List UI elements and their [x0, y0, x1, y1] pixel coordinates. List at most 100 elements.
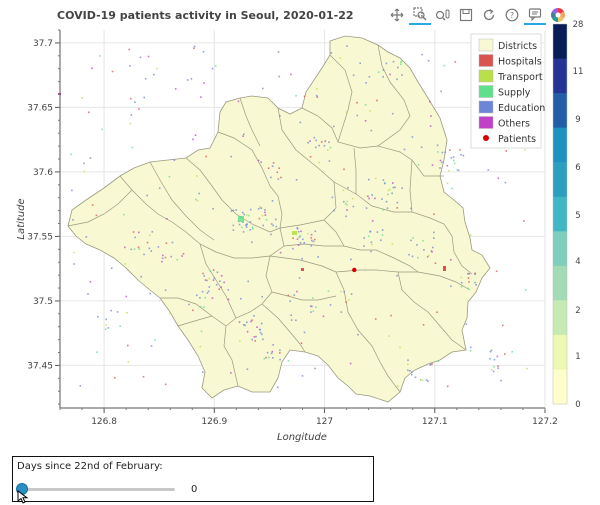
- legend-label: Hospitals: [498, 57, 542, 68]
- activity-point: [310, 311, 312, 313]
- activity-point: [328, 141, 330, 143]
- activity-point: [314, 238, 316, 241]
- activity-point: [295, 95, 297, 97]
- activity-point: [130, 248, 133, 251]
- activity-point: [209, 270, 212, 272]
- activity-point: [329, 304, 332, 306]
- activity-point: [346, 209, 348, 211]
- activity-point: [292, 247, 294, 250]
- activity-point: [401, 59, 403, 62]
- activity-point: [470, 234, 472, 236]
- activity-point: [156, 67, 158, 70]
- activity-point: [524, 289, 527, 291]
- activity-point: [453, 159, 455, 162]
- activity-point: [148, 234, 151, 237]
- activity-point: [296, 227, 299, 230]
- activity-point: [168, 176, 171, 178]
- hover-tool[interactable]: [524, 5, 546, 25]
- colorbar-block: [553, 300, 567, 336]
- x-tick-label: 126.8: [91, 417, 117, 427]
- activity-point: [430, 115, 432, 117]
- activity-point: [242, 211, 244, 214]
- activity-point: [219, 280, 221, 282]
- activity-point: [340, 311, 343, 313]
- seoul-districts-outline[interactable]: [67, 35, 491, 403]
- patient-point[interactable]: [352, 267, 357, 273]
- activity-point: [253, 315, 255, 317]
- activity-point: [316, 88, 318, 90]
- plot-toolbar: ?: [386, 4, 570, 26]
- activity-point: [267, 167, 270, 169]
- activity-point: [468, 281, 470, 283]
- activity-point: [200, 96, 202, 98]
- activity-point: [423, 249, 425, 251]
- activity-point: [456, 169, 458, 171]
- activity-point: [207, 290, 210, 293]
- activity-point: [315, 139, 317, 142]
- activity-point: [370, 129, 373, 132]
- activity-point: [489, 357, 491, 360]
- activity-point: [426, 255, 429, 258]
- activity-point: [147, 55, 150, 58]
- activity-point: [385, 200, 388, 203]
- colorbar-tick-label: 6: [575, 163, 580, 173]
- slider-track[interactable]: [23, 488, 175, 491]
- legend-label: Patients: [498, 134, 536, 145]
- activity-point: [302, 238, 304, 241]
- colorbar-block: [553, 231, 567, 267]
- activity-point: [523, 220, 525, 222]
- activity-point: [204, 296, 207, 299]
- activity-point: [352, 205, 355, 208]
- activity-point: [254, 340, 256, 342]
- activity-point: [381, 198, 383, 200]
- activity-point: [146, 194, 148, 197]
- activity-point: [270, 176, 272, 179]
- activity-point: [453, 162, 456, 165]
- activity-point: [79, 385, 82, 387]
- mouse-cursor-icon: [17, 490, 29, 504]
- activity-point: [436, 311, 438, 313]
- activity-point: [127, 361, 130, 363]
- activity-point: [399, 346, 401, 349]
- activity-point: [263, 357, 266, 360]
- activity-point: [411, 136, 414, 138]
- y-tick-label: 37.6: [33, 168, 53, 178]
- activity-point: [526, 367, 528, 370]
- activity-point: [268, 356, 270, 359]
- bokeh-logo[interactable]: [547, 5, 569, 25]
- activity-point: [462, 154, 465, 157]
- activity-point: [278, 75, 280, 78]
- activity-point: [376, 231, 379, 233]
- box-zoom-tool[interactable]: [409, 5, 431, 25]
- activity-point: [143, 253, 145, 256]
- activity-point: [292, 237, 294, 239]
- activity-point: [83, 170, 86, 173]
- activity-point: [299, 242, 302, 244]
- activity-point: [259, 328, 262, 331]
- activity-point: [272, 357, 274, 359]
- save-icon: [459, 8, 473, 22]
- save-tool[interactable]: [455, 5, 477, 25]
- activity-point: [164, 256, 167, 259]
- activity-point: [188, 303, 190, 306]
- activity-point: [259, 331, 262, 334]
- help-tool[interactable]: ?: [501, 5, 523, 25]
- x-tick-label: 126.9: [201, 417, 227, 427]
- activity-point: [277, 51, 280, 53]
- activity-point: [240, 297, 242, 300]
- wheel-zoom-tool[interactable]: [432, 5, 454, 25]
- activity-point: [196, 199, 199, 202]
- activity-point: [205, 155, 207, 158]
- reset-tool[interactable]: [478, 5, 500, 25]
- activity-point: [293, 294, 296, 296]
- activity-point: [327, 290, 330, 292]
- activity-point: [350, 258, 352, 261]
- pan-tool[interactable]: [386, 5, 408, 25]
- activity-point: [460, 276, 463, 279]
- districts-layer[interactable]: [67, 35, 491, 403]
- activity-point: [129, 65, 131, 67]
- colorbar-block: [553, 334, 567, 370]
- activity-point: [271, 350, 274, 353]
- plot-title: COVID-19 patients activity in Seoul, 202…: [57, 9, 354, 22]
